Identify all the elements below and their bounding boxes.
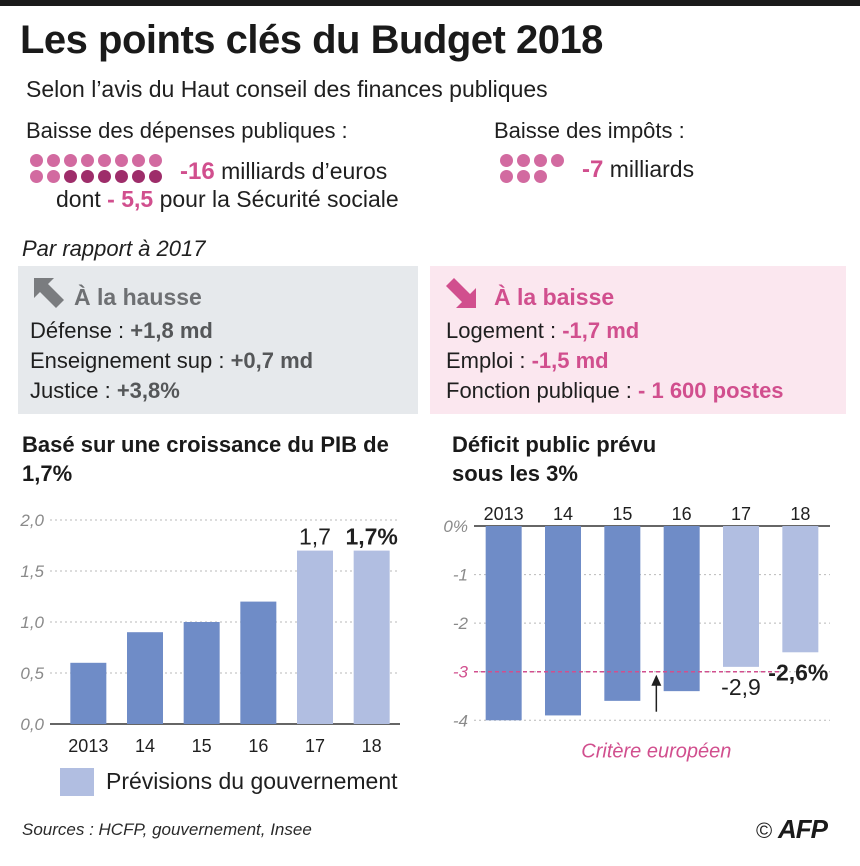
bar xyxy=(297,550,333,724)
increases-heading: À la hausse xyxy=(74,284,202,310)
x-tick-label: 14 xyxy=(135,736,155,756)
bar xyxy=(782,526,819,653)
x-tick-label: 15 xyxy=(612,504,632,524)
taxes-amount: -7 xyxy=(582,156,604,183)
afp-logo: AFP xyxy=(778,814,828,844)
x-tick-label: 16 xyxy=(672,504,692,524)
y-tick-label: 1,0 xyxy=(20,613,44,632)
copyright-symbol: © xyxy=(756,818,773,843)
arrow-up-left-icon xyxy=(34,278,64,308)
bar xyxy=(70,662,107,724)
spending-amount-line: -16 milliards d’euros xyxy=(180,158,387,186)
page-subtitle: Selon l’avis du Haut conseil des finance… xyxy=(26,76,548,102)
arrow-down-right-icon xyxy=(446,278,476,308)
increase-item-label: Enseignement sup : xyxy=(30,348,231,373)
increase-item: Justice : +3,8% xyxy=(30,378,180,404)
deficit-chart-title: Déficit public prévu sous les 3% xyxy=(452,432,657,486)
y-tick-label: 0,0 xyxy=(20,715,44,734)
decrease-item-value: -1,7 md xyxy=(562,318,640,343)
x-tick-label: 16 xyxy=(248,736,268,756)
sources-note: Sources : HCFP, gouvernement, Insee xyxy=(22,820,312,839)
spending-detail-suffix: pour la Sécurité sociale xyxy=(159,186,399,212)
increase-item-label: Défense : xyxy=(30,318,131,343)
x-tick-label: 2013 xyxy=(68,736,108,756)
top-rule xyxy=(0,0,860,6)
spending-amount-unit: milliards d’euros xyxy=(221,158,388,184)
decrease-item: Emploi : -1,5 md xyxy=(446,348,609,374)
legend-swatch-forecast xyxy=(60,768,94,796)
increase-item: Enseignement sup : +0,7 md xyxy=(30,348,313,374)
decrease-item-label: Emploi : xyxy=(446,348,532,373)
reference-label: Critère européen xyxy=(581,741,731,763)
y-tick-label: 0% xyxy=(443,517,468,536)
bar xyxy=(604,526,641,701)
bar xyxy=(353,550,390,724)
taxes-amount-unit: milliards xyxy=(609,156,695,182)
decrease-item-label: Logement : xyxy=(446,318,563,343)
increase-item-label: Justice : xyxy=(30,378,117,403)
legend-forecast-label: Prévisions du gouvernement xyxy=(106,768,398,794)
gdp-chart-title: Basé sur une croissance du PIB de 1,7% xyxy=(22,432,389,486)
bar xyxy=(485,526,522,721)
reference-arrow-head xyxy=(651,674,662,686)
increase-item-value: +1,8 md xyxy=(130,318,213,343)
decrease-item-value: -1,5 md xyxy=(531,348,609,373)
decreases-heading: À la baisse xyxy=(494,284,615,310)
bar xyxy=(723,526,759,667)
x-tick-label: 18 xyxy=(362,736,382,756)
decrease-item: Logement : -1,7 md xyxy=(446,318,639,344)
spending-detail-amount: - 5,5 xyxy=(107,186,154,212)
increase-item: Défense : +1,8 md xyxy=(30,318,213,344)
comparison-label: Par rapport à 2017 xyxy=(22,236,206,261)
data-label: 1,7% xyxy=(345,524,397,550)
increases-panel: À la hausse Défense : +1,8 md Enseigneme… xyxy=(18,266,418,414)
increase-item-value: +0,7 md xyxy=(230,348,314,373)
x-tick-label: 15 xyxy=(192,736,212,756)
data-label: -2,9 xyxy=(721,674,761,700)
bar xyxy=(183,622,220,724)
x-tick-label: 17 xyxy=(731,504,751,524)
page-title: Les points clés du Budget 2018 xyxy=(20,18,603,62)
spending-amount: -16 xyxy=(180,158,215,185)
decrease-item: Fonction publique : - 1 600 postes xyxy=(446,378,784,404)
y-tick-label: -4 xyxy=(453,711,468,730)
spending-detail-line: dont - 5,5 pour la Sécurité sociale xyxy=(56,186,399,213)
y-tick-label: 1,5 xyxy=(20,562,44,581)
bar xyxy=(240,601,277,724)
spending-heading: Baisse des dépenses publiques : xyxy=(26,118,348,143)
gdp-growth-chart: 0,0 0,5 1,0 1,5 2,0 2013 14 15 16 17 1,7 18 1,7% xyxy=(19,511,400,756)
decreases-panel: À la baisse Logement : -1,7 md Emploi : … xyxy=(430,266,846,414)
decrease-item-value: - 1 600 postes xyxy=(638,378,784,403)
y-tick-label: 2,0 xyxy=(19,511,44,530)
spending-detail-prefix: dont xyxy=(56,186,101,212)
x-tick-label: 18 xyxy=(790,504,810,524)
decrease-item-label: Fonction publique : xyxy=(446,378,639,403)
bar xyxy=(127,632,163,724)
x-tick-label: 2013 xyxy=(484,504,524,524)
bar xyxy=(545,526,581,716)
taxes-amount-line: -7 milliards xyxy=(582,156,694,184)
increase-item-value: +3,8% xyxy=(116,378,180,403)
y-tick-label: -1 xyxy=(453,566,468,585)
x-tick-label: 14 xyxy=(553,504,573,524)
y-tick-label: -2 xyxy=(453,614,469,633)
taxes-heading: Baisse des impôts : xyxy=(494,118,685,143)
data-label: 1,7 xyxy=(299,524,331,550)
bar xyxy=(663,526,700,692)
y-tick-label: 0,5 xyxy=(20,664,44,683)
x-tick-label: 17 xyxy=(305,736,325,756)
y-tick-label: -3 xyxy=(453,663,469,682)
